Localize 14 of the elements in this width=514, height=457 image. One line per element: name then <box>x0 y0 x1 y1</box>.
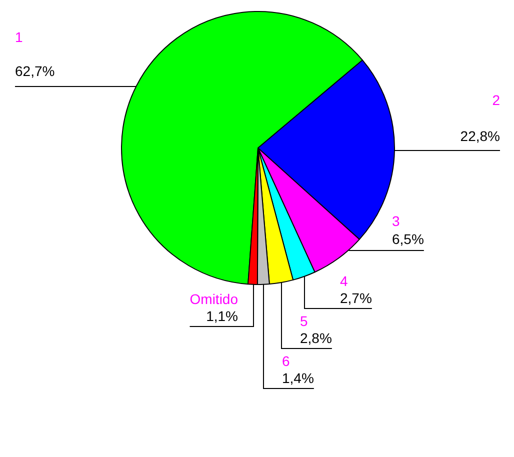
slice-label: 1 <box>15 28 23 45</box>
data-label: 1,4% <box>282 370 314 386</box>
data-label: 2,7% <box>340 290 372 306</box>
data-label: 1,1% <box>206 308 238 324</box>
slice-label: 3 <box>392 212 400 229</box>
data-label: 22,8% <box>460 128 500 144</box>
data-label: 6,5% <box>392 230 424 247</box>
data-label: 62,7% <box>15 62 55 79</box>
slice-label: 6 <box>282 352 290 369</box>
slice-label: 4 <box>340 272 348 289</box>
data-label: 2,8% <box>300 330 332 346</box>
slice-label: Omitido <box>190 290 238 307</box>
slice-label: 5 <box>300 312 308 329</box>
slice-label: 2 <box>492 92 500 108</box>
